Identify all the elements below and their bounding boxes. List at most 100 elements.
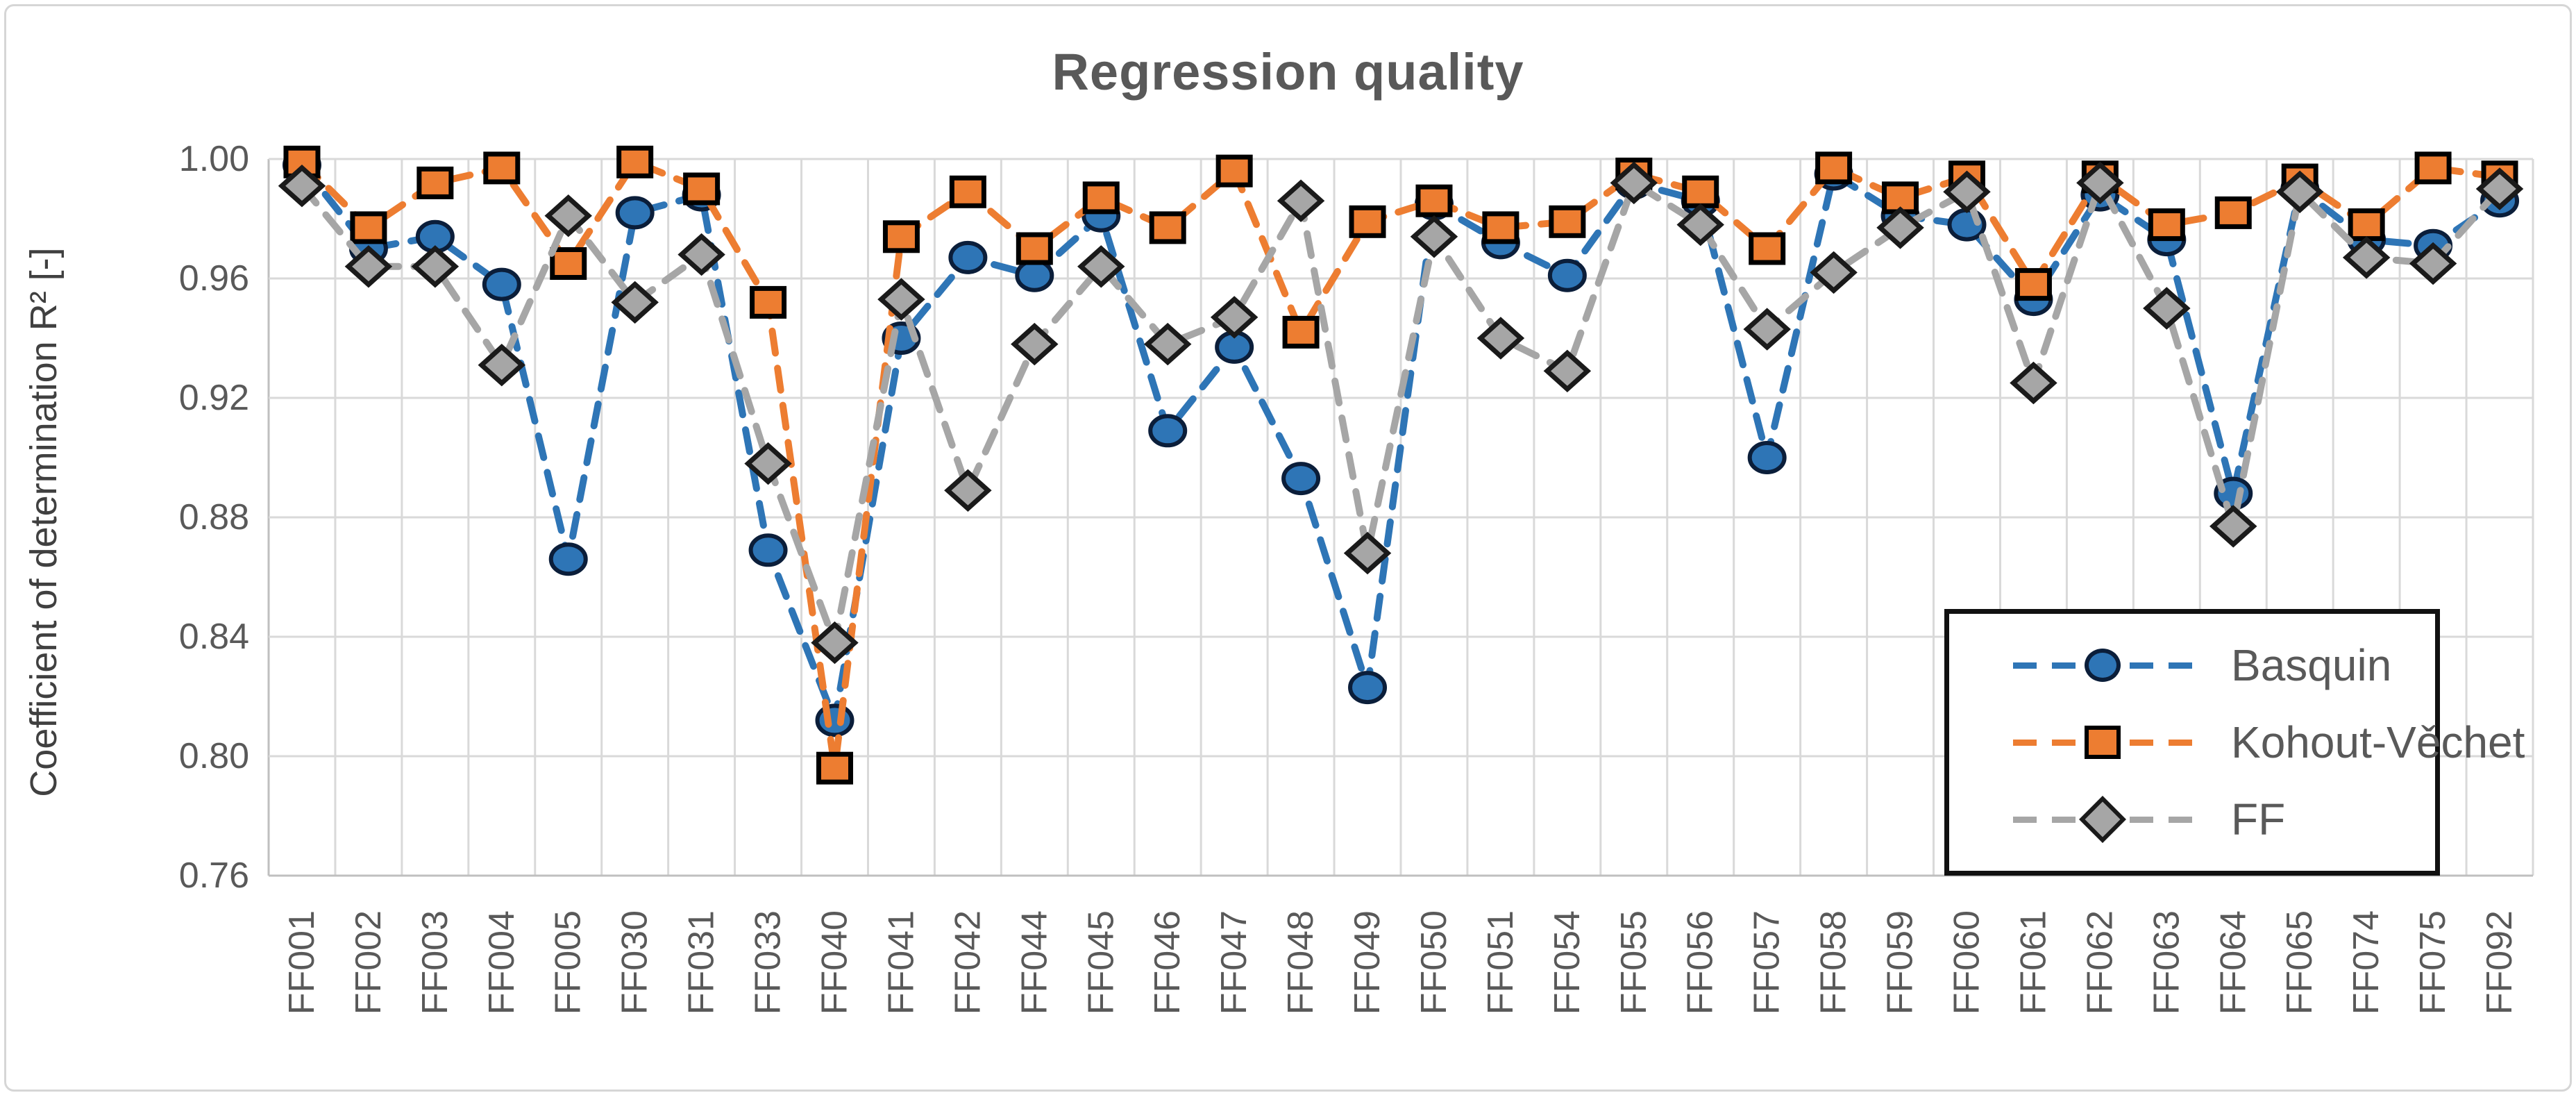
x-tick-label: FF056 [1681, 910, 1721, 1015]
x-tick-label: FF074 [2346, 910, 2386, 1015]
data-point-kohout-věchet [1415, 184, 1453, 217]
legend: Basquin Kohout-Věchet FF [1944, 609, 2525, 876]
data-point-kohout-věchet [949, 175, 986, 208]
data-point-kohout-věchet [550, 247, 587, 280]
basquin-line-sample [2013, 646, 2192, 685]
data-point-basquin [748, 533, 788, 567]
data-point-basquin [1348, 671, 1388, 705]
x-tick-label: FF060 [1947, 910, 1987, 1015]
data-point-kohout-věchet [350, 211, 387, 244]
data-point-kohout-věchet [882, 220, 920, 253]
data-point-basquin [1015, 258, 1054, 292]
legend-item-kohout-vechet: Kohout-Věchet [2013, 717, 2525, 768]
data-point-kohout-věchet [2348, 208, 2385, 242]
data-point-ff [1810, 251, 1858, 294]
data-point-ff [2342, 236, 2391, 279]
series-line-kohout-věchet [298, 158, 2504, 769]
data-point-kohout-věchet [2214, 196, 2252, 229]
x-tick-label: FF044 [1014, 910, 1054, 1015]
x-tick-label: FF042 [948, 910, 988, 1015]
data-point-ff [1943, 170, 1991, 214]
chart-title: Regression quality [1052, 43, 1524, 101]
data-point-kohout-věchet [1682, 175, 1719, 208]
legend-label-kohout-vechet: Kohout-Věchet [2231, 717, 2525, 767]
x-tick-label: FF002 [348, 910, 389, 1015]
data-point-ff [1476, 317, 1525, 360]
data-point-kohout-věchet [483, 151, 521, 185]
data-point-kohout-věchet [616, 145, 654, 178]
x-tick-label: FF004 [482, 910, 522, 1015]
data-point-ff [411, 245, 460, 288]
x-tick-label: FF075 [2413, 910, 2453, 1015]
data-point-kohout-věchet [1282, 315, 1320, 349]
data-point-basquin [1547, 258, 1587, 292]
data-point-basquin [1148, 414, 1188, 448]
data-point-basquin [615, 196, 655, 230]
series-line-basquin [298, 161, 2504, 733]
x-tick-label: FF033 [748, 910, 789, 1015]
data-point-ff [344, 245, 393, 288]
data-point-ff [877, 278, 925, 321]
x-tick-label: FF065 [2280, 910, 2320, 1015]
plot-area: 1.00 0.96 0.92 0.88 0.84 0.80 0.76 FF001 FF002 FF… [179, 139, 2534, 1015]
y-tick-label: 0.76 [179, 855, 249, 896]
data-point-ff [2076, 161, 2124, 205]
x-tick-label: FF005 [548, 910, 589, 1015]
data-point-ff [1610, 161, 1658, 205]
data-point-basquin [482, 267, 521, 301]
legend-label-ff: FF [2231, 794, 2286, 845]
data-point-ff [1410, 215, 1458, 258]
data-point-ff [2010, 361, 2057, 405]
x-tick-label: FF050 [1414, 910, 1454, 1015]
x-tick-label: FF049 [1347, 910, 1388, 1015]
data-point-kohout-věchet [750, 285, 787, 319]
x-tick-label: FF092 [2480, 910, 2520, 1015]
data-point-ff [811, 621, 859, 665]
data-point-ff [1143, 322, 1192, 366]
data-point-ff [478, 343, 526, 387]
legend-item-ff: FF [2013, 794, 2435, 845]
y-tick-label: 0.84 [179, 617, 249, 657]
legend-label-basquin: Basquin [2231, 640, 2392, 690]
x-tick-label: FF040 [815, 910, 855, 1015]
x-tick-label: FF059 [1880, 910, 1921, 1015]
x-tick-label: FF030 [615, 910, 655, 1015]
x-tick-label: FF003 [415, 910, 455, 1015]
x-tick-label: FF048 [1281, 910, 1321, 1015]
x-tick-label: FF041 [881, 910, 921, 1015]
data-point-kohout-věchet [683, 172, 721, 206]
x-tick-label: FF031 [682, 910, 722, 1015]
x-tick-label: FF054 [1547, 910, 1588, 1015]
circle-marker-icon [2085, 648, 2121, 682]
data-point-ff [1743, 308, 1791, 351]
y-tick-label: 0.88 [179, 497, 249, 537]
kohout-vechet-line-sample [2013, 723, 2192, 762]
x-tick-label: FF047 [1214, 910, 1254, 1015]
data-point-ff [1543, 349, 1592, 393]
data-point-ff [1876, 206, 1924, 249]
data-point-kohout-věchet [1349, 205, 1386, 238]
data-point-ff [2209, 505, 2257, 548]
data-point-kohout-věchet [816, 751, 853, 785]
data-point-ff [944, 469, 992, 512]
x-tick-label: FF057 [1747, 910, 1787, 1015]
data-point-ff [2143, 287, 2191, 330]
data-point-basquin [948, 240, 988, 274]
x-tick-label: FF058 [1814, 910, 1854, 1015]
y-tick-label: 0.96 [179, 258, 249, 299]
data-point-kohout-věchet [1749, 232, 1786, 265]
x-tick-label: FF062 [2080, 910, 2120, 1015]
data-point-kohout-věchet [1549, 205, 1586, 238]
data-point-kohout-věchet [2414, 151, 2452, 185]
data-point-ff [2275, 170, 2324, 214]
data-point-kohout-věchet [1482, 211, 1519, 244]
data-point-kohout-věchet [2014, 268, 2052, 301]
data-point-ff [1343, 531, 1392, 575]
data-point-ff [1077, 245, 1125, 288]
x-tick-label: FF001 [282, 910, 322, 1015]
data-point-basquin [1281, 462, 1321, 496]
data-point-ff [2475, 167, 2524, 210]
data-point-basquin [1747, 441, 1787, 474]
legend-item-basquin: Basquin [2013, 640, 2435, 691]
data-point-ff [1676, 203, 1724, 247]
